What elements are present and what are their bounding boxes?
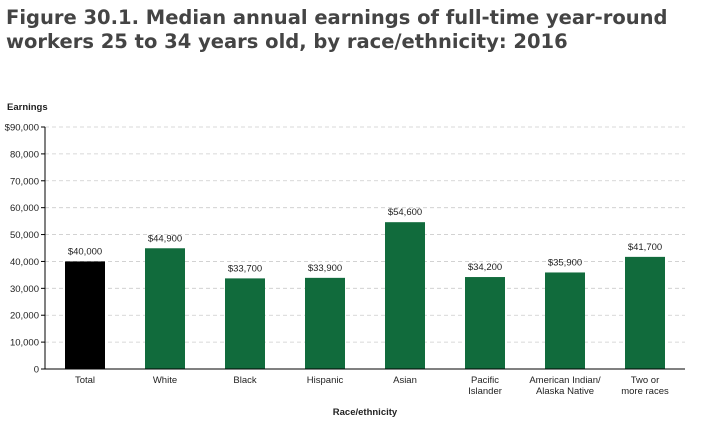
bars [65,222,665,369]
bar [545,272,585,369]
bar-value-label: $34,200 [468,262,502,273]
x-tick-label: Hispanic [307,375,344,386]
x-tick-label: Asian [393,375,417,386]
x-tick-label: Two or [631,375,660,386]
bar [65,261,105,369]
y-axis-ticks: 0 10,000 20,000 30,000 40,000 50,000 60,000 70,… [5,123,45,376]
bar [305,277,345,369]
bar-value-label: $54,600 [388,207,422,218]
y-tick-label: 20,000 [10,311,39,322]
x-tick-label: Alaska Native [536,386,594,397]
y-tick-label: 40,000 [10,257,39,268]
x-axis-title: Race/ethnicity [333,407,398,418]
y-tick-label: 50,000 [10,230,39,241]
y-tick-label: 30,000 [10,284,39,295]
x-tick-label: Total [75,375,95,386]
bar-value-label: $33,700 [228,263,262,274]
y-tick-label: 0 [34,365,39,376]
x-axis-labels: Total White Black Hispanic Asian PacificIslan… [75,375,669,397]
y-tick-label: 80,000 [10,149,39,160]
bar-value-label: $35,900 [548,257,582,268]
bar [465,277,505,369]
x-tick-label: Pacific [471,375,499,386]
bar [625,256,665,369]
y-tick-label: 60,000 [10,203,39,214]
y-tick-label: 70,000 [10,176,39,187]
x-tick-label: White [153,375,177,386]
gridlines [45,126,685,343]
y-tick-label: 10,000 [10,338,39,349]
x-tick-label: Black [233,375,256,386]
bar-value-label: $40,000 [68,246,102,257]
figure-title: Figure 30.1. Median annual earnings of f… [6,6,668,53]
value-labels: $40,000 $44,900 $33,700 $33,900 $54,600 $34,2… [68,207,662,274]
x-tick-label: more races [621,386,669,397]
x-tick-label: Islander [468,386,502,397]
bar-value-label: $33,900 [308,263,342,274]
bar [145,248,185,369]
bar [385,222,425,369]
y-tick-label: $90,000 [5,123,39,134]
bar-value-label: $44,900 [148,233,182,244]
bar [225,278,265,369]
bar-value-label: $41,700 [628,242,662,253]
y-axis-title: Earnings [7,102,48,113]
x-tick-label: American Indian/ [529,375,601,386]
